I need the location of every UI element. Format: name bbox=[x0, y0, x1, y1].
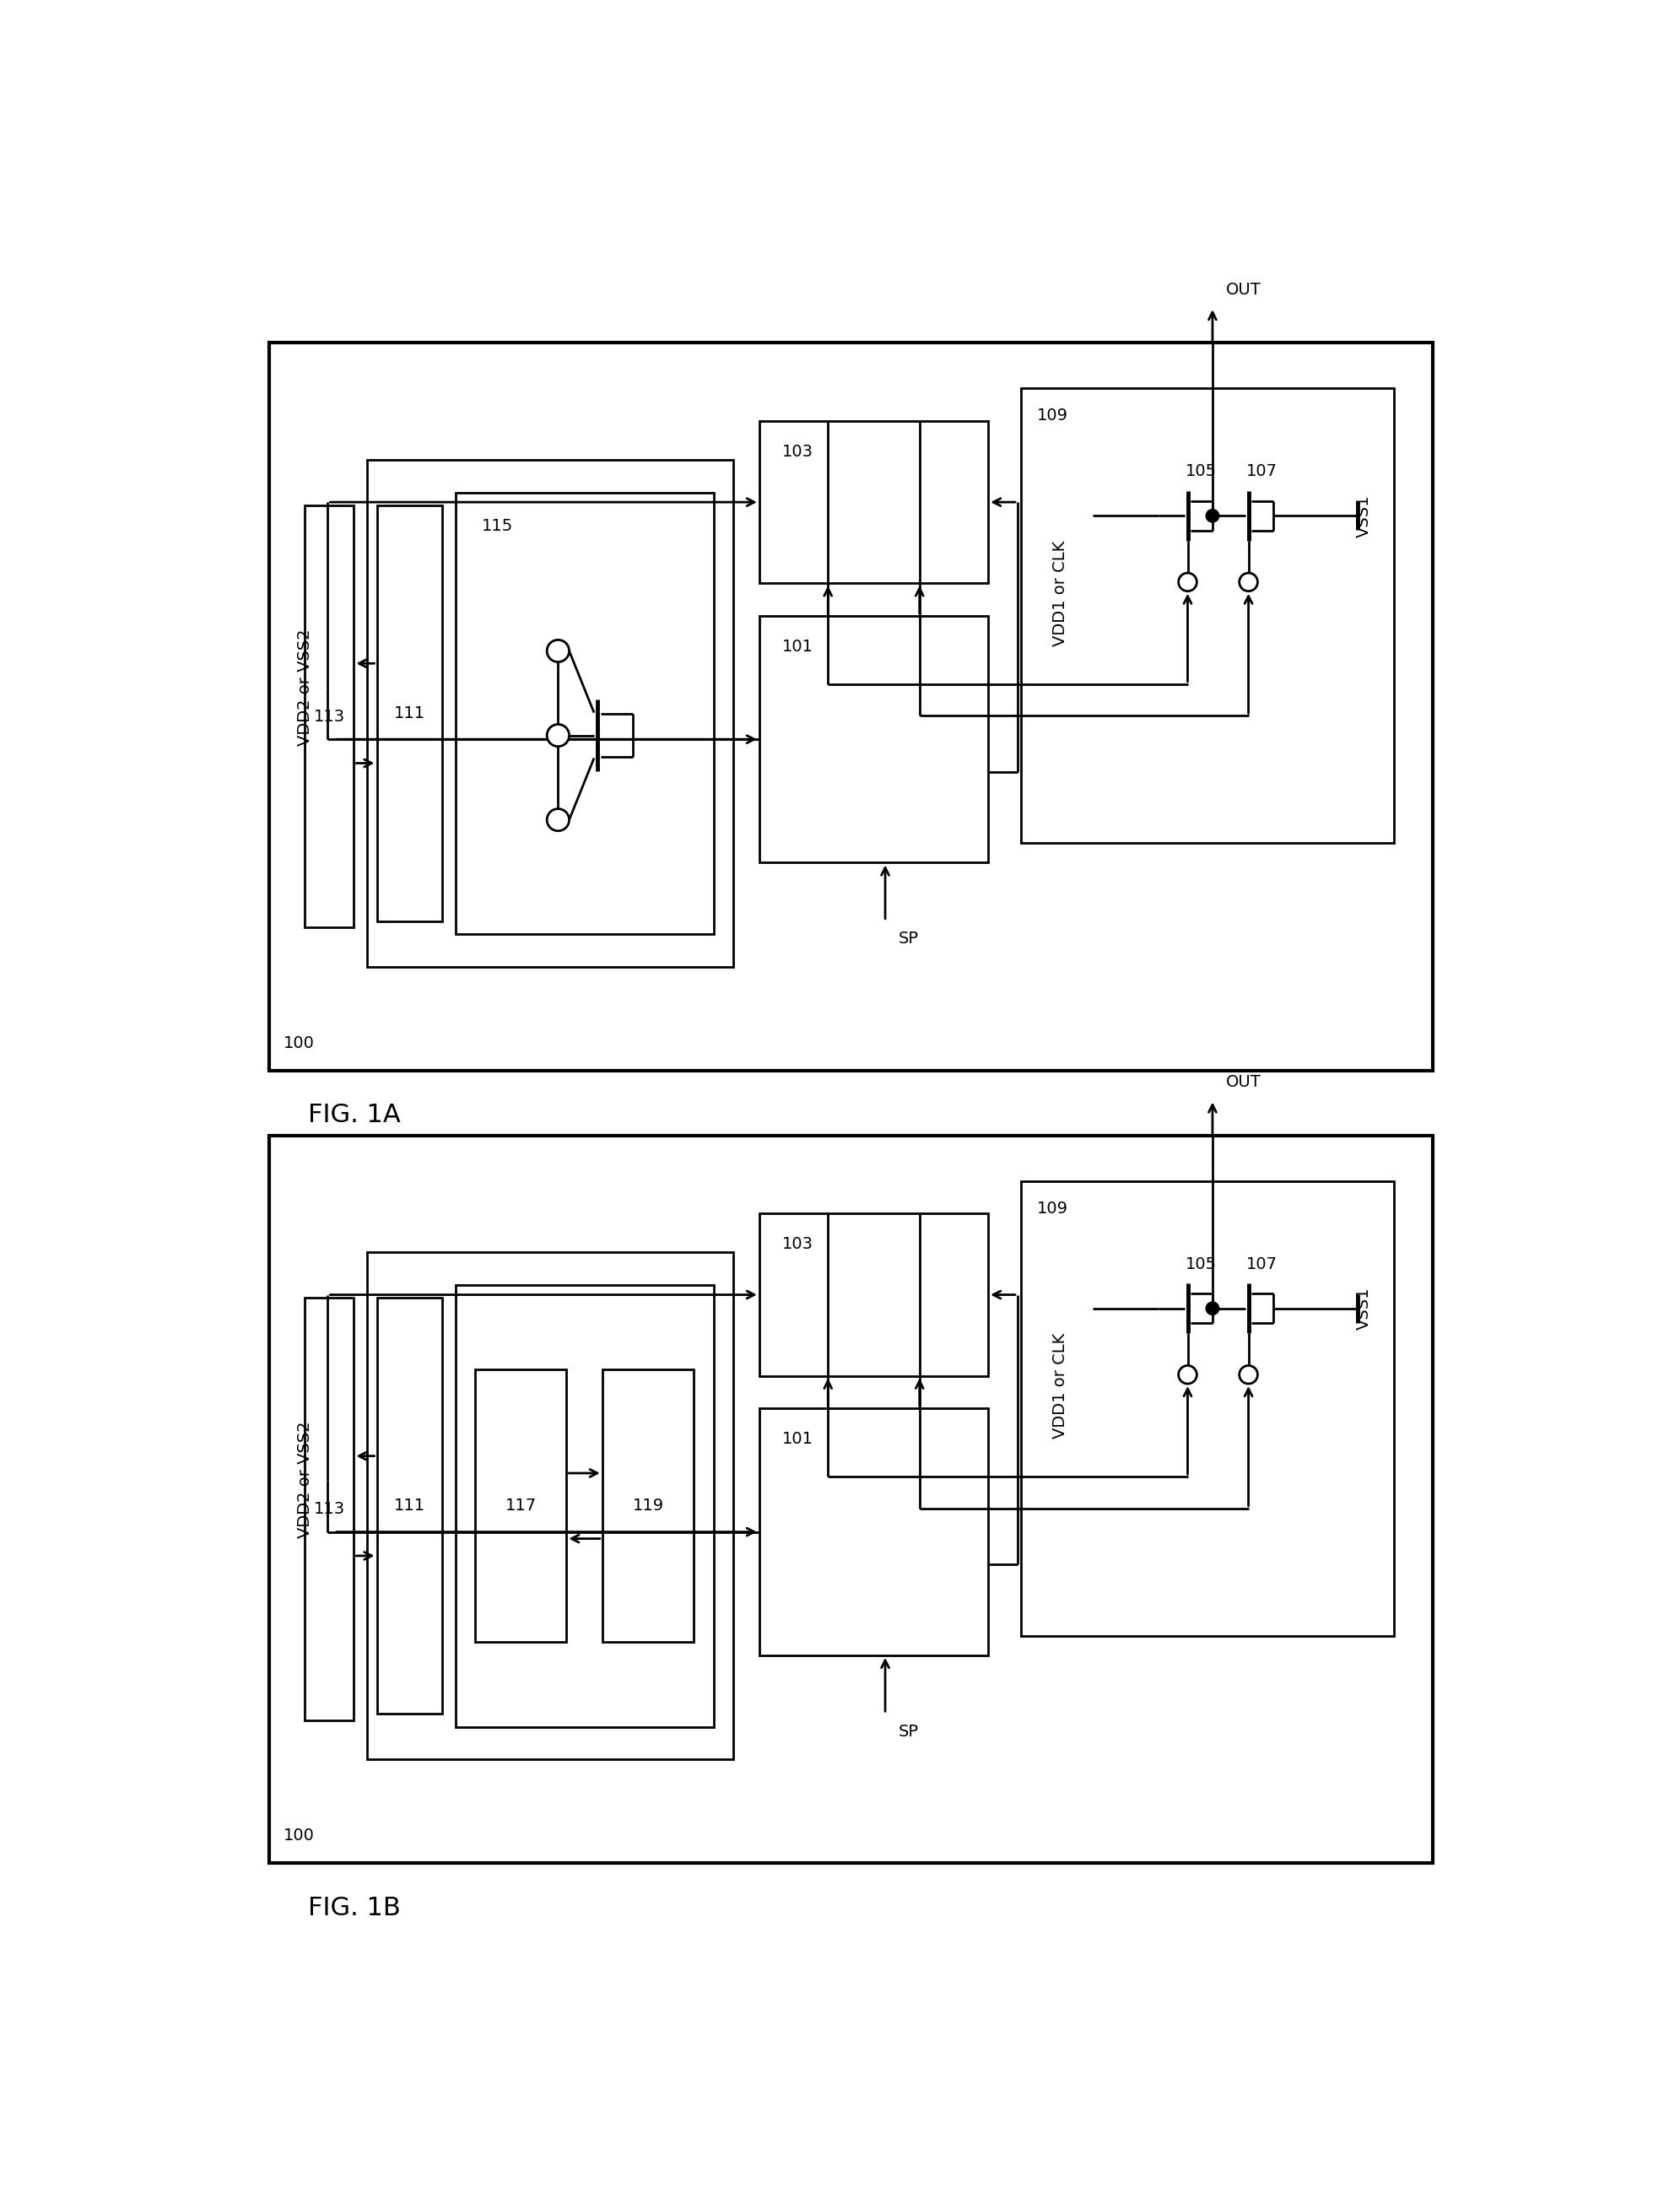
Text: VDD2 or VSS2: VDD2 or VSS2 bbox=[297, 1421, 312, 1538]
Text: FIG. 1A: FIG. 1A bbox=[307, 1104, 402, 1128]
Bar bbox=[759, 617, 988, 864]
Bar bbox=[759, 1408, 988, 1654]
Text: 101: 101 bbox=[783, 1432, 813, 1447]
Text: 107: 107 bbox=[1247, 463, 1277, 480]
Text: VDD2 or VSS2: VDD2 or VSS2 bbox=[297, 628, 312, 747]
Text: 109: 109 bbox=[1037, 1201, 1068, 1216]
Circle shape bbox=[1240, 573, 1258, 590]
Circle shape bbox=[1206, 509, 1220, 522]
Bar bbox=[1021, 388, 1394, 844]
Bar bbox=[304, 504, 354, 927]
Text: 101: 101 bbox=[783, 639, 813, 654]
Bar bbox=[269, 344, 1433, 1071]
Circle shape bbox=[1178, 573, 1196, 590]
Circle shape bbox=[548, 639, 570, 661]
Text: VSS1: VSS1 bbox=[1356, 493, 1373, 538]
Text: SP: SP bbox=[899, 932, 919, 947]
Text: 111: 111 bbox=[393, 705, 425, 720]
Bar bbox=[376, 1298, 442, 1714]
Bar bbox=[603, 1370, 694, 1641]
Text: 117: 117 bbox=[506, 1498, 536, 1513]
Text: 111: 111 bbox=[393, 1498, 425, 1513]
Text: FIG. 1B: FIG. 1B bbox=[307, 1897, 402, 1921]
Circle shape bbox=[1240, 1366, 1258, 1383]
Text: OUT: OUT bbox=[1226, 1075, 1260, 1090]
Text: 115: 115 bbox=[482, 518, 512, 535]
Text: VSS1: VSS1 bbox=[1356, 1287, 1373, 1331]
Bar bbox=[376, 504, 442, 921]
Text: 113: 113 bbox=[314, 1500, 344, 1518]
Text: 103: 103 bbox=[783, 443, 813, 460]
Text: SP: SP bbox=[899, 1723, 919, 1740]
Circle shape bbox=[1178, 1366, 1196, 1383]
Circle shape bbox=[548, 809, 570, 831]
Bar bbox=[269, 1135, 1433, 1864]
Bar bbox=[759, 1214, 988, 1377]
Text: VDD1 or CLK: VDD1 or CLK bbox=[1052, 540, 1068, 645]
Text: 105: 105 bbox=[1184, 1256, 1216, 1271]
Text: 113: 113 bbox=[314, 709, 344, 725]
Bar bbox=[366, 460, 732, 967]
Text: 100: 100 bbox=[284, 1828, 314, 1844]
Bar bbox=[1021, 1181, 1394, 1637]
Text: 119: 119 bbox=[632, 1498, 664, 1513]
Bar bbox=[455, 493, 714, 934]
Circle shape bbox=[1206, 1302, 1220, 1315]
Bar bbox=[759, 421, 988, 584]
Circle shape bbox=[548, 725, 570, 747]
Text: 109: 109 bbox=[1037, 408, 1068, 423]
Text: OUT: OUT bbox=[1226, 282, 1260, 297]
Text: 107: 107 bbox=[1247, 1256, 1277, 1271]
Text: 103: 103 bbox=[783, 1236, 813, 1251]
Bar bbox=[475, 1370, 566, 1641]
Text: 100: 100 bbox=[284, 1035, 314, 1051]
Bar bbox=[304, 1298, 354, 1721]
Bar bbox=[455, 1284, 714, 1727]
Bar bbox=[366, 1254, 732, 1760]
Text: 105: 105 bbox=[1184, 463, 1216, 480]
Text: VDD1 or CLK: VDD1 or CLK bbox=[1052, 1333, 1068, 1439]
